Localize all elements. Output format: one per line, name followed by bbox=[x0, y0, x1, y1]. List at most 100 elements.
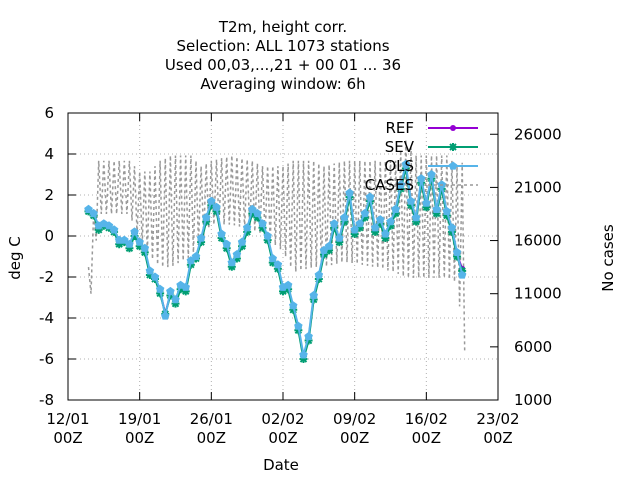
data-point bbox=[411, 213, 421, 222]
data-point bbox=[386, 217, 395, 226]
x-tick-label: 00Z bbox=[125, 429, 154, 447]
data-point bbox=[202, 217, 211, 226]
data-point bbox=[253, 213, 262, 222]
axes: -8-6-4-2024612/0100Z19/0100Z26/0100Z02/0… bbox=[39, 104, 562, 447]
data-point bbox=[171, 295, 180, 304]
y-tick-label: -2 bbox=[39, 268, 54, 286]
data-point bbox=[432, 209, 441, 218]
data-point bbox=[340, 213, 349, 222]
data-point bbox=[329, 219, 339, 228]
y-tick-label: -4 bbox=[39, 309, 54, 327]
data-point bbox=[201, 213, 211, 222]
legend-marker bbox=[449, 143, 457, 151]
data-point bbox=[207, 196, 216, 205]
x-tick-label: 19/01 bbox=[118, 410, 161, 428]
data-point bbox=[304, 336, 313, 345]
legend-label: REF bbox=[385, 119, 414, 137]
data-point bbox=[273, 260, 283, 269]
data-point bbox=[396, 180, 405, 189]
data-point bbox=[125, 239, 134, 248]
data-point bbox=[314, 275, 323, 284]
x-tick-label: 12/01 bbox=[46, 410, 89, 428]
title-line: T2m, height corr. bbox=[218, 18, 347, 36]
data-point bbox=[365, 192, 375, 201]
data-point bbox=[197, 238, 206, 247]
data-point bbox=[217, 234, 226, 243]
data-point bbox=[325, 246, 334, 255]
x-tick-label: 00Z bbox=[340, 429, 369, 447]
y-tick-label: 4 bbox=[44, 145, 54, 163]
data-point bbox=[457, 270, 467, 279]
data-point bbox=[350, 225, 359, 234]
data-point bbox=[258, 219, 267, 228]
legend-label: OLS bbox=[384, 157, 414, 175]
y-axis-label: deg C bbox=[6, 236, 24, 280]
data-point bbox=[242, 223, 252, 232]
data-point bbox=[140, 243, 150, 252]
data-point bbox=[104, 221, 114, 230]
data-point bbox=[345, 188, 354, 197]
data-point bbox=[166, 286, 175, 295]
data-point bbox=[155, 284, 165, 293]
data-point bbox=[89, 208, 98, 218]
data-point bbox=[145, 266, 155, 275]
data-point bbox=[376, 219, 385, 228]
data-point bbox=[120, 235, 129, 244]
data-point bbox=[263, 231, 272, 240]
data-point bbox=[452, 247, 462, 256]
data-point bbox=[238, 242, 247, 251]
data-point bbox=[289, 301, 298, 310]
data-point bbox=[130, 232, 139, 240]
data-point bbox=[406, 201, 415, 210]
data-point bbox=[150, 272, 160, 281]
legend-label: SEV bbox=[385, 138, 415, 156]
data-point bbox=[340, 217, 349, 226]
data-point bbox=[406, 196, 416, 205]
data-point bbox=[401, 159, 411, 168]
data-point bbox=[161, 311, 170, 320]
title-line: Used 00,03,...,21 + 00 01 ... 36 bbox=[165, 56, 401, 74]
legend-marker bbox=[450, 125, 456, 131]
data-point bbox=[115, 240, 124, 249]
y2-tick-label: 6000 bbox=[514, 338, 552, 356]
y-tick-label: 0 bbox=[44, 227, 54, 245]
data-point bbox=[442, 211, 451, 220]
cases-line bbox=[87, 139, 466, 353]
x-tick-label: 16/02 bbox=[405, 410, 448, 428]
data-point bbox=[442, 206, 452, 215]
data-point bbox=[350, 229, 359, 238]
data-point bbox=[370, 223, 380, 232]
data-point bbox=[135, 237, 144, 246]
y2-tick-label: 16000 bbox=[514, 232, 562, 250]
y-tick-label: 2 bbox=[44, 186, 54, 204]
data-point bbox=[94, 225, 103, 234]
data-point bbox=[171, 299, 180, 308]
x-tick-label: 00Z bbox=[53, 429, 82, 447]
data-point bbox=[376, 215, 385, 224]
chart-title: T2m, height corr.Selection: ALL 1073 sta… bbox=[165, 18, 401, 93]
data-point bbox=[222, 244, 231, 253]
x-tick-label: 09/02 bbox=[333, 410, 376, 428]
data-point bbox=[196, 233, 206, 242]
legend-label: CASES bbox=[365, 176, 414, 194]
data-point bbox=[207, 201, 216, 210]
data-point bbox=[299, 350, 308, 359]
legend-marker bbox=[448, 161, 458, 170]
x-tick-label: 02/02 bbox=[261, 410, 304, 428]
y2-tick-label: 11000 bbox=[514, 285, 562, 303]
data-point bbox=[355, 223, 364, 232]
data-point bbox=[360, 208, 370, 218]
y2-tick-label: 26000 bbox=[514, 125, 562, 143]
data-point bbox=[258, 223, 267, 232]
y2-tick-label: 21000 bbox=[514, 178, 562, 196]
x-tick-label: 00Z bbox=[268, 429, 297, 447]
y2-tick-label: 1000 bbox=[514, 391, 552, 409]
data-point bbox=[422, 198, 431, 207]
x-tick-label: 26/01 bbox=[190, 410, 233, 428]
y2-axis-label: No cases bbox=[599, 224, 617, 292]
data-point bbox=[268, 258, 277, 267]
data-point bbox=[248, 204, 257, 213]
data-point bbox=[181, 287, 190, 296]
